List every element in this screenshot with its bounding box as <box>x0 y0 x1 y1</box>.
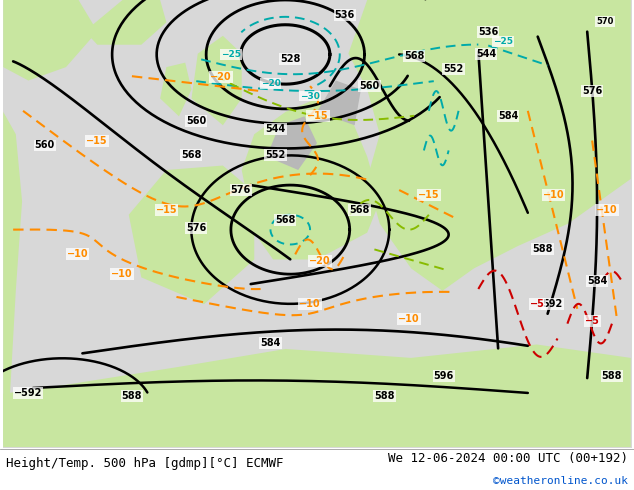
Text: −592: −592 <box>14 388 42 398</box>
Text: 588: 588 <box>374 391 394 401</box>
Polygon shape <box>85 0 166 45</box>
Text: −10: −10 <box>543 190 564 200</box>
Text: −15: −15 <box>86 136 108 146</box>
Text: 588: 588 <box>533 245 553 254</box>
Text: 552: 552 <box>265 150 285 160</box>
Polygon shape <box>317 80 361 125</box>
Text: 560: 560 <box>35 141 55 150</box>
Text: 584: 584 <box>261 339 281 348</box>
Text: 584: 584 <box>587 276 607 286</box>
Text: 576: 576 <box>582 86 602 96</box>
Text: 560: 560 <box>186 116 207 126</box>
Polygon shape <box>129 166 254 304</box>
Polygon shape <box>242 98 380 260</box>
Text: −10: −10 <box>111 269 133 279</box>
Text: 528: 528 <box>280 54 301 64</box>
Text: 552: 552 <box>443 64 463 74</box>
Text: 588: 588 <box>122 391 142 401</box>
Text: −10: −10 <box>398 314 420 324</box>
Text: 592: 592 <box>543 299 563 309</box>
Text: 570: 570 <box>597 17 614 26</box>
Text: −20: −20 <box>309 256 331 266</box>
Text: −10: −10 <box>596 205 618 215</box>
Text: −10: −10 <box>299 299 321 309</box>
Text: −25: −25 <box>493 37 513 46</box>
Text: 568: 568 <box>181 150 202 160</box>
Polygon shape <box>191 36 242 125</box>
Polygon shape <box>3 0 98 80</box>
Text: −15: −15 <box>307 111 329 121</box>
Text: −15: −15 <box>156 205 178 215</box>
Text: 588: 588 <box>602 371 622 381</box>
Text: 568: 568 <box>349 205 370 215</box>
Text: −10: −10 <box>67 249 88 259</box>
Polygon shape <box>267 116 317 170</box>
Text: 584: 584 <box>498 111 518 121</box>
Text: 544: 544 <box>265 123 285 134</box>
Polygon shape <box>348 0 631 291</box>
Text: 576: 576 <box>231 185 251 195</box>
Text: 596: 596 <box>434 371 454 381</box>
Text: 536: 536 <box>478 26 498 37</box>
Text: 568: 568 <box>404 51 424 61</box>
Text: 576: 576 <box>186 222 207 233</box>
Text: −30: −30 <box>300 92 320 100</box>
Text: Height/Temp. 500 hPa [gdmp][°C] ECMWF: Height/Temp. 500 hPa [gdmp][°C] ECMWF <box>6 457 284 470</box>
Text: We 12-06-2024 00:00 UTC (00+192): We 12-06-2024 00:00 UTC (00+192) <box>387 451 628 465</box>
Text: 544: 544 <box>476 49 496 59</box>
Polygon shape <box>3 344 631 447</box>
Text: −5: −5 <box>585 316 600 326</box>
Text: −15: −15 <box>418 190 439 200</box>
Text: 560: 560 <box>359 81 380 91</box>
Polygon shape <box>160 63 191 116</box>
Text: −5: −5 <box>530 299 545 309</box>
Text: −20: −20 <box>261 78 280 88</box>
Text: −20: −20 <box>210 72 232 82</box>
Text: −25: −25 <box>221 50 241 59</box>
Polygon shape <box>3 0 22 447</box>
Text: ©weatheronline.co.uk: ©weatheronline.co.uk <box>493 476 628 486</box>
Text: 536: 536 <box>335 10 355 20</box>
Text: 568: 568 <box>275 215 295 225</box>
